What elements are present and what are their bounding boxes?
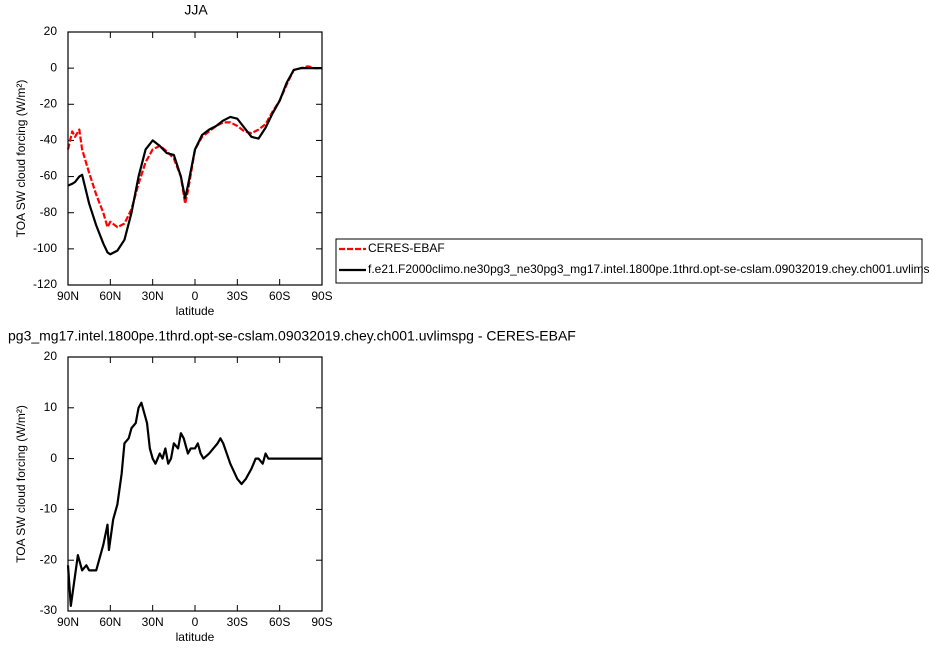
y-tick-label: -30 [40, 603, 58, 617]
y-tick-label: -20 [40, 96, 58, 110]
y-tick-label: -100 [33, 241, 57, 255]
chart-title: pg3_mg17.intel.1800pe.1thrd.opt-se-cslam… [8, 328, 576, 344]
plot-frame [67, 31, 323, 286]
x-axis-label: latitude [176, 630, 215, 644]
y-tick-label: -60 [40, 169, 58, 183]
y-axis-label: TOA SW cloud forcing (W/m²) [14, 405, 28, 563]
y-tick-label: -40 [40, 133, 58, 147]
y-tick-label: -10 [40, 502, 58, 516]
y-tick-label: -20 [40, 552, 58, 566]
chart-title: JJA [184, 2, 208, 18]
x-tick-label: 60N [99, 615, 121, 629]
x-axis-label: latitude [176, 304, 215, 318]
x-tick-label: 30N [142, 615, 164, 629]
x-tick-label: 30S [227, 615, 248, 629]
y-tick-label: 10 [44, 400, 58, 414]
x-tick-label: 90N [57, 615, 79, 629]
x-tick-label: 60N [99, 289, 121, 303]
legend-box [335, 238, 923, 284]
y-tick-label: 0 [50, 451, 57, 465]
plot-frame [67, 356, 323, 612]
x-tick-label: 0 [192, 289, 199, 303]
y-tick-label: -120 [33, 277, 57, 291]
x-tick-label: 90N [57, 289, 79, 303]
y-tick-label: 20 [44, 349, 58, 363]
x-tick-label: 30S [227, 289, 248, 303]
legend-label: f.e21.F2000climo.ne30pg3_ne30pg3_mg17.in… [368, 262, 929, 276]
x-tick-label: 90S [311, 289, 332, 303]
x-tick-label: 0 [192, 615, 199, 629]
y-tick-label: -80 [40, 205, 58, 219]
x-tick-label: 90S [311, 615, 332, 629]
x-tick-label: 30N [142, 289, 164, 303]
data-line [66, 401, 322, 608]
x-tick-label: 60S [269, 289, 290, 303]
y-tick-label: 20 [44, 24, 58, 38]
y-tick-label: 0 [50, 60, 57, 74]
y-axis-label: TOA SW cloud forcing (W/m²) [14, 80, 28, 238]
x-tick-label: 60S [269, 615, 290, 629]
legend-label: CERES-EBAF [368, 241, 445, 255]
data-line [67, 67, 322, 256]
